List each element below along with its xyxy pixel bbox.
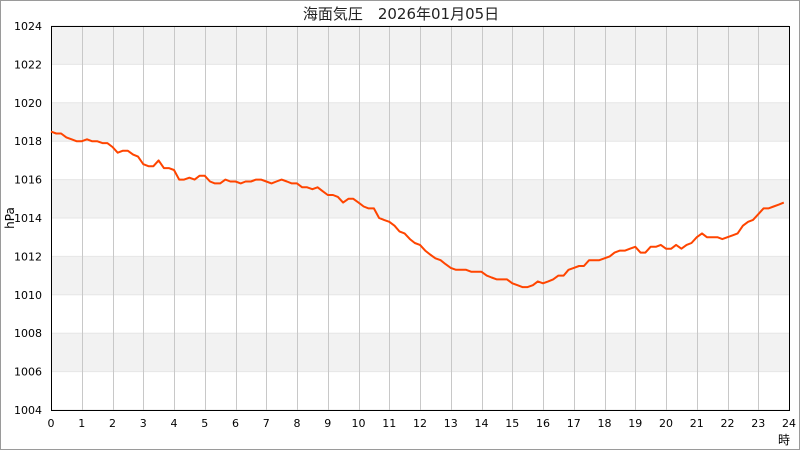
- chart-title: 海面気圧 2026年01月05日: [303, 5, 499, 23]
- x-tick-label: 0: [48, 417, 55, 430]
- x-tick-label: 12: [413, 417, 427, 430]
- x-tick-label: 7: [263, 417, 270, 430]
- y-tick-labels: 1004 1006 1008 1010 1012 1014 1016 1018 1020 1022…: [14, 20, 42, 417]
- x-tick-label: 24: [782, 417, 796, 430]
- x-tick-label: 1: [78, 417, 85, 430]
- y-tick-label: 1020: [14, 97, 42, 110]
- x-tick-label: 8: [294, 417, 301, 430]
- x-tick-label: 6: [232, 417, 239, 430]
- y-tick-label: 1016: [14, 174, 42, 187]
- x-tick-label: 4: [171, 417, 178, 430]
- y-tick-label: 1012: [14, 250, 42, 263]
- y-tick-label: 1004: [14, 404, 42, 417]
- x-tick-labels: 0 1 2 3 4 5 6 7 8 9 10 11 12 13 14 15 16 17 18 19 20 21 22 23 24: [48, 417, 797, 430]
- y-axis-title: hPa: [3, 207, 17, 229]
- x-tick-label: 23: [751, 417, 765, 430]
- x-tick-label: 9: [324, 417, 331, 430]
- y-tick-label: 1008: [14, 327, 42, 340]
- vertical-gridlines: [82, 26, 759, 410]
- x-tick-label: 19: [628, 417, 642, 430]
- pressure-series-line: [50, 130, 785, 289]
- x-tick-label: 14: [475, 417, 489, 430]
- x-tick-label: 18: [598, 417, 612, 430]
- y-tick-label: 1024: [14, 20, 42, 33]
- plot-frame: [51, 26, 790, 411]
- x-tick-label: 20: [659, 417, 673, 430]
- y-tick-label: 1022: [14, 58, 42, 71]
- y-tick-label: 1014: [14, 212, 42, 225]
- y-tick-label: 1010: [14, 289, 42, 302]
- x-tick-label: 16: [536, 417, 550, 430]
- x-tick-label: 22: [721, 417, 735, 430]
- x-tick-label: 15: [505, 417, 519, 430]
- x-tick-label: 10: [352, 417, 366, 430]
- x-tick-label: 21: [690, 417, 704, 430]
- x-axis-title: 時: [778, 433, 790, 447]
- x-tick-label: 11: [382, 417, 396, 430]
- y-tick-label: 1018: [14, 135, 42, 148]
- x-tick-label: 3: [140, 417, 147, 430]
- y-tick-label: 1006: [14, 366, 42, 379]
- x-tick-label: 13: [444, 417, 458, 430]
- x-tick-label: 5: [201, 417, 208, 430]
- x-tick-label: 2: [109, 417, 116, 430]
- x-tick-label: 17: [567, 417, 581, 430]
